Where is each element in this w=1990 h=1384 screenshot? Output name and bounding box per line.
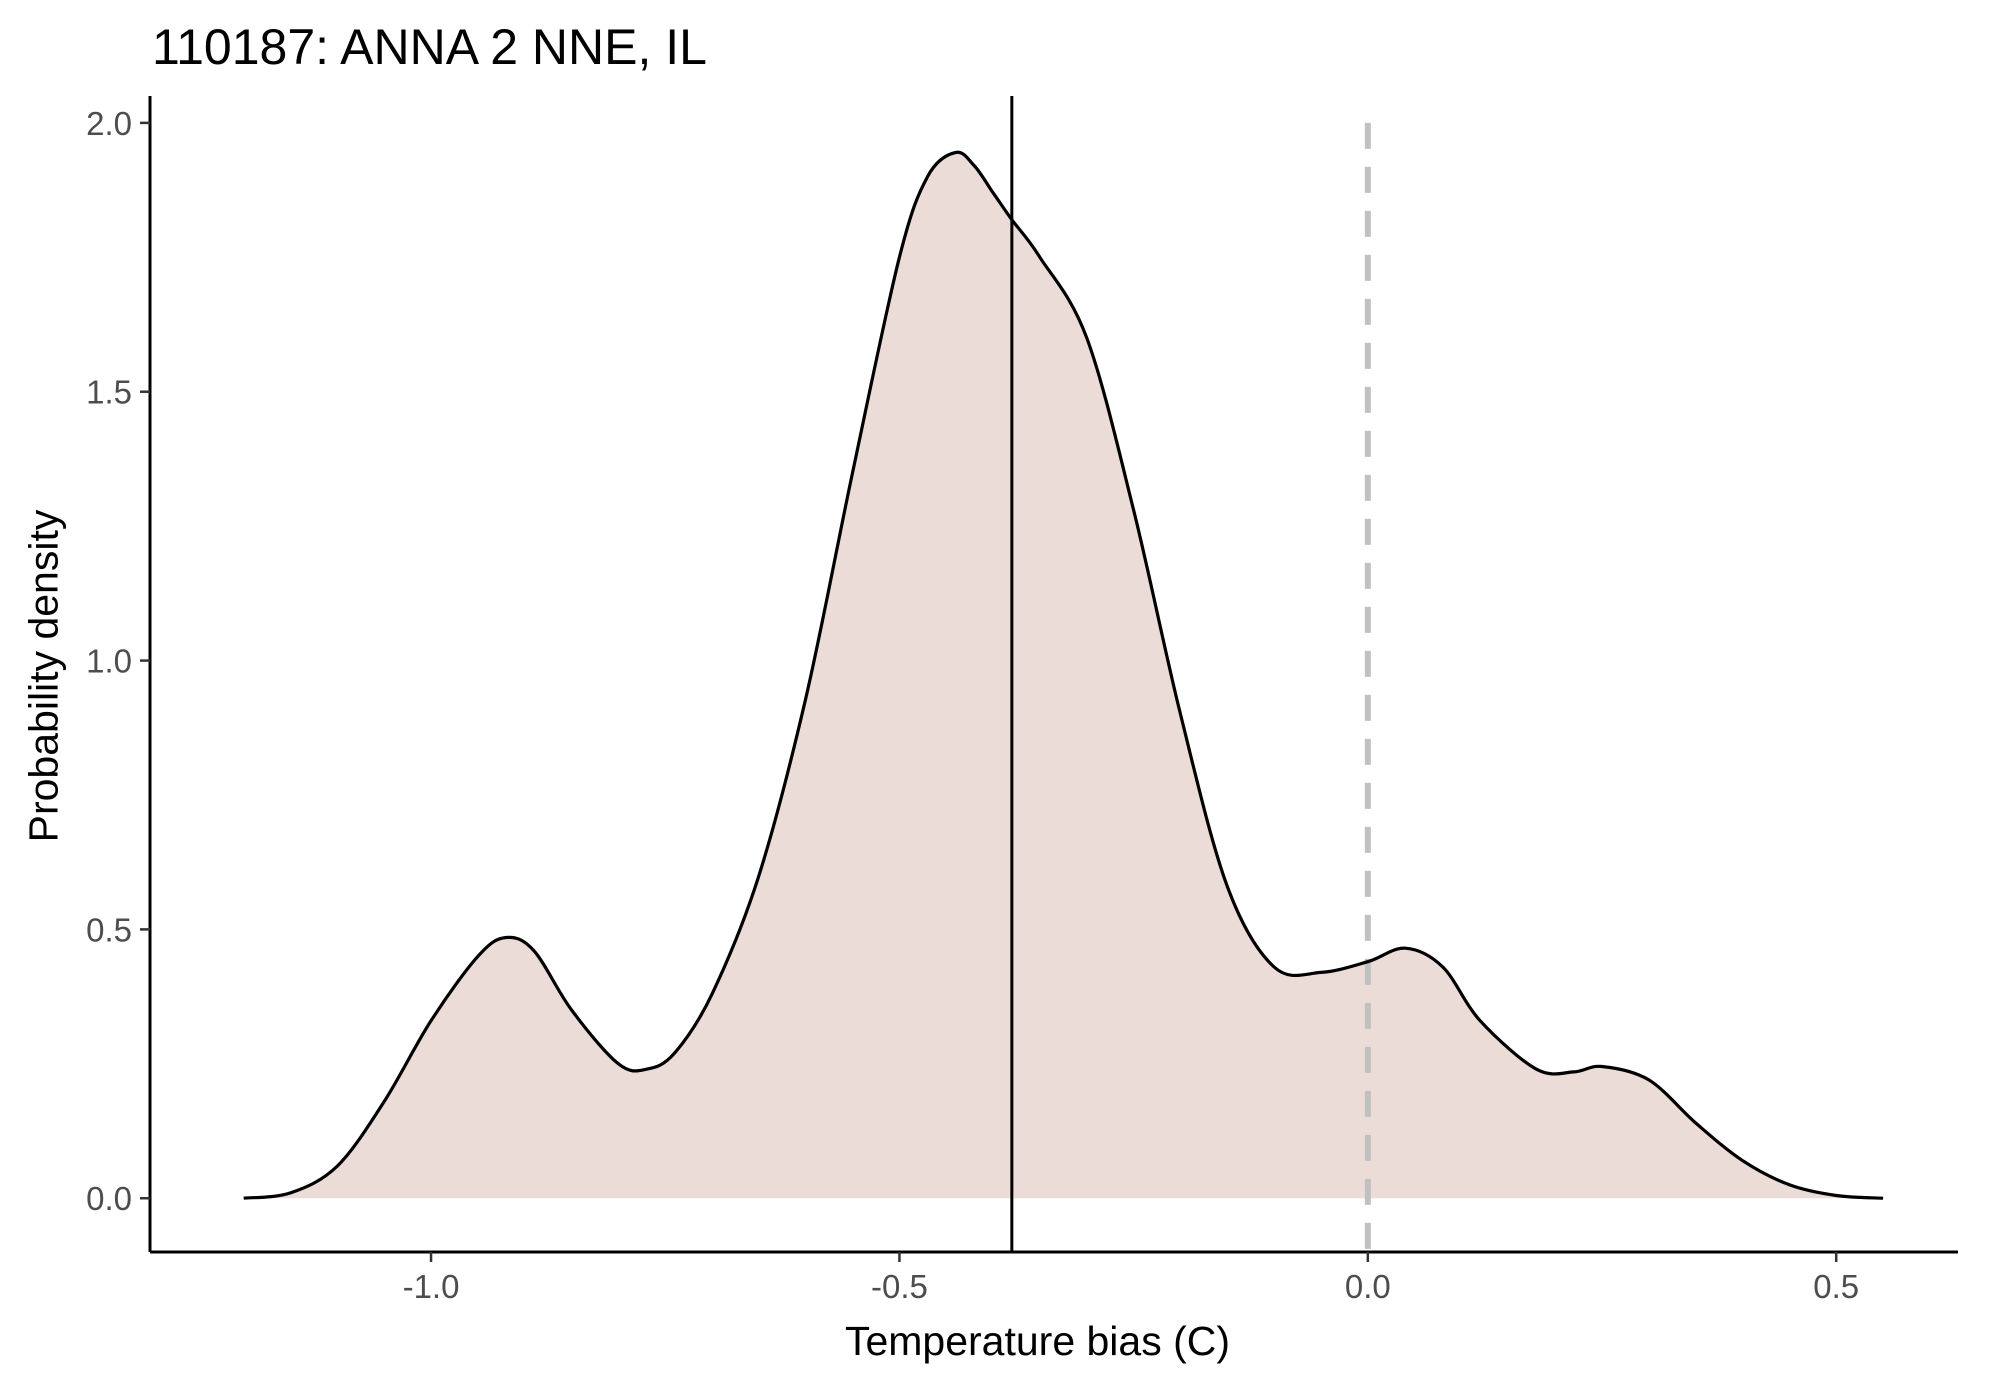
x-tick-label: -0.5 (871, 1268, 928, 1305)
chart-title: 110187: ANNA 2 NNE, IL (152, 19, 707, 75)
density-curve-line (243, 150, 1884, 1200)
y-tick-label: 2.0 (86, 105, 132, 142)
y-tick-label: 0.5 (86, 911, 132, 948)
y-tick-label: 0.0 (86, 1180, 132, 1217)
x-tick-label: -1.0 (403, 1268, 460, 1305)
y-tick-label: 1.5 (86, 374, 132, 411)
y-tick-label: 1.0 (86, 643, 132, 680)
x-tick-label: 0.5 (1813, 1268, 1859, 1305)
y-axis-title: Probability density (20, 509, 67, 843)
density-area-fill (243, 152, 1884, 1199)
x-tick-label: 0.0 (1345, 1268, 1391, 1305)
x-axis-title: Temperature bias (C) (844, 1318, 1231, 1364)
